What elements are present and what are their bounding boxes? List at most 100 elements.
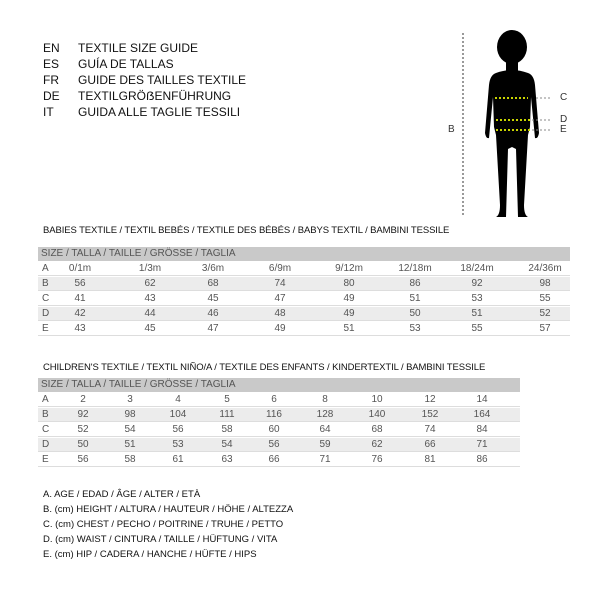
- table-cell: 66: [424, 439, 436, 450]
- table-cell: 44: [144, 308, 156, 319]
- table-cell: 104: [169, 409, 187, 420]
- lang-title: TEXTILE SIZE GUIDE: [78, 41, 199, 55]
- table-cell: 45: [144, 323, 156, 334]
- babies-title: BABIES TEXTILE / TEXTIL BEBÉS / TEXTILE …: [43, 225, 450, 236]
- table-cell: 6/9m: [268, 263, 292, 274]
- table-row: E 56 58 61 63 66 71 76 81 86: [38, 453, 520, 467]
- table-cell: 46: [207, 308, 219, 319]
- lang-title: GUÍA DE TALLAS: [78, 57, 174, 71]
- table-cell: 52: [539, 308, 551, 319]
- table-cell: 10: [371, 394, 383, 405]
- table-cell: 53: [471, 293, 483, 304]
- table-cell: 62: [371, 439, 383, 450]
- table-row: A 0/1m 1/3m 3/6m 6/9m 9/12m 12/18m 18/24m 24/36m: [38, 262, 570, 276]
- lang-en: EN TEXTILE SIZE GUIDE: [43, 40, 198, 56]
- table-cell: 56: [74, 278, 86, 289]
- table-row: B 56 62 68 74 80 86 92 98: [38, 277, 570, 291]
- table-cell: 43: [144, 293, 156, 304]
- row-label: C: [42, 293, 50, 304]
- table-cell: 55: [539, 293, 551, 304]
- table-cell: 152: [421, 409, 439, 420]
- table-cell: 84: [476, 424, 488, 435]
- table-cell: 43: [74, 323, 86, 334]
- table-cell: 92: [471, 278, 483, 289]
- table-cell: 53: [172, 439, 184, 450]
- table-cell: 51: [124, 439, 136, 450]
- table-cell: 74: [424, 424, 436, 435]
- table-cell: 56: [268, 439, 280, 450]
- table-cell: 14: [476, 394, 488, 405]
- table-cell: 49: [343, 293, 355, 304]
- table-cell: 51: [343, 323, 355, 334]
- table-cell: 92: [77, 409, 89, 420]
- table-cell: 3: [127, 394, 133, 405]
- label-e: E: [560, 124, 567, 135]
- table-cell: 62: [144, 278, 156, 289]
- lang-code: IT: [43, 105, 54, 119]
- table-cell: 60: [268, 424, 280, 435]
- label-d: D: [560, 114, 568, 125]
- table-row: E 43 45 47 49 51 53 55 57: [38, 322, 570, 336]
- table-row: B 92 98 104 111 116 128 140 152 164: [38, 408, 520, 422]
- lang-code: EN: [43, 41, 60, 55]
- table-cell: 45: [207, 293, 219, 304]
- table-cell: 80: [343, 278, 355, 289]
- legend-item: A. AGE / EDAD / ÂGE / ALTER / ETÀ: [43, 489, 201, 500]
- child-silhouette-figure: [462, 30, 552, 217]
- child-silhouette-icon: [485, 30, 539, 217]
- table-cell: 64: [319, 424, 331, 435]
- table-cell: 2: [80, 394, 86, 405]
- table-cell: 54: [124, 424, 136, 435]
- table-cell: 76: [371, 454, 383, 465]
- legend-item: C. (cm) CHEST / PECHO / POITRINE / TRUHE…: [43, 519, 284, 530]
- lang-title: GUIDE DES TAILLES TEXTILE: [78, 73, 247, 87]
- lang-fr: FR GUIDE DES TAILLES TEXTILE: [43, 72, 246, 88]
- table-cell: 50: [77, 439, 89, 450]
- lang-title: GUIDA ALLE TAGLIE TESSILI: [78, 105, 241, 119]
- table-cell: 111: [219, 409, 235, 420]
- table-header: SIZE / TALLA / TAILLE / GRÖSSE / TAGLIA: [38, 378, 520, 392]
- table-header: SIZE / TALLA / TAILLE / GRÖSSE / TAGLIA: [38, 247, 570, 261]
- lang-es: ES GUÍA DE TALLAS: [43, 56, 174, 72]
- table-row: D 42 44 46 48 49 50 51 52: [38, 307, 570, 321]
- table-cell: 12: [424, 394, 436, 405]
- table-cell: 71: [476, 439, 488, 450]
- row-label: B: [42, 278, 49, 289]
- table-cell: 140: [368, 409, 386, 420]
- table-cell: 18/24m: [460, 263, 494, 274]
- table-cell: 52: [77, 424, 89, 435]
- table-cell: 12/18m: [398, 263, 432, 274]
- lang-code: ES: [43, 57, 60, 71]
- table-cell: 59: [319, 439, 331, 450]
- table-cell: 24/36m: [528, 263, 562, 274]
- table-cell: 53: [409, 323, 421, 334]
- row-label: D: [42, 439, 50, 450]
- table-cell: 66: [268, 454, 280, 465]
- table-row: D 50 51 53 54 56 59 62 66 71: [38, 438, 520, 452]
- table-cell: 6: [271, 394, 277, 405]
- table-cell: 116: [266, 409, 282, 420]
- table-cell: 0/1m: [68, 263, 92, 274]
- table-cell: 49: [343, 308, 355, 319]
- table-cell: 86: [476, 454, 488, 465]
- table-cell: 58: [124, 454, 136, 465]
- table-cell: 9/12m: [335, 263, 363, 274]
- table-cell: 1/3m: [138, 263, 162, 274]
- table-cell: 57: [539, 323, 551, 334]
- table-cell: 47: [274, 293, 286, 304]
- children-title: CHILDREN'S TEXTILE / TEXTIL NIÑO/A / TEX…: [43, 362, 486, 373]
- table-cell: 54: [221, 439, 233, 450]
- table-cell: 51: [471, 308, 483, 319]
- table-cell: 68: [207, 278, 219, 289]
- table-cell: 56: [172, 424, 184, 435]
- table-row: C 41 43 45 47 49 51 53 55: [38, 292, 570, 306]
- table-cell: 128: [316, 409, 334, 420]
- table-cell: 41: [74, 293, 86, 304]
- table-cell: 58: [221, 424, 233, 435]
- label-c: C: [560, 92, 568, 103]
- table-cell: 98: [124, 409, 136, 420]
- row-label: E: [42, 454, 49, 465]
- table-cell: 8: [322, 394, 328, 405]
- table-cell: 5: [224, 394, 230, 405]
- table-cell: 51: [409, 293, 421, 304]
